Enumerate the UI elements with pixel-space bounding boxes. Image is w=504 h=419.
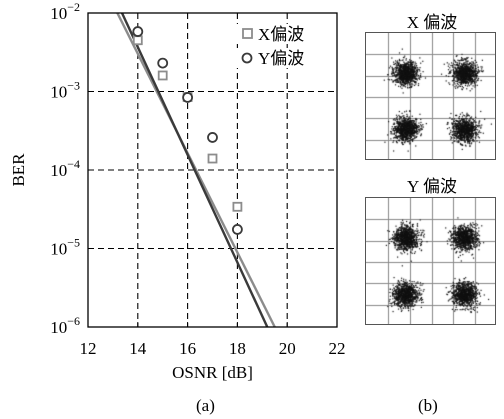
constellation-y-diagram — [366, 198, 495, 324]
constellation-y-panel — [365, 197, 496, 325]
data-point-square — [157, 70, 168, 81]
x-tick-label: 18 — [229, 339, 246, 358]
x-tick-label: 22 — [329, 339, 346, 358]
constellation-x-title: X 偏波 — [406, 13, 458, 32]
y-tick-label: 10−2 — [50, 0, 80, 23]
y-axis-label: BER — [9, 153, 28, 187]
data-point-circle — [231, 224, 243, 235]
y-tick-label: 10−3 — [50, 79, 80, 102]
data-point-square — [132, 35, 143, 46]
x-tick-label: 20 — [279, 339, 296, 358]
constellation-x-panel — [365, 32, 496, 160]
legend-label: Y偏波 — [258, 49, 304, 68]
x-tick-label: 14 — [129, 339, 147, 358]
data-point-circle — [157, 57, 169, 69]
legend-label: X偏波 — [258, 25, 304, 44]
legend-background — [235, 48, 333, 68]
data-point-circle — [132, 26, 144, 37]
y-tick-label: 10−4 — [50, 157, 80, 180]
x-tick-label: 16 — [179, 339, 196, 358]
data-point-circle — [207, 132, 218, 143]
x-tick-label: 12 — [80, 339, 97, 358]
data-point-circle — [182, 92, 194, 103]
y-tick-label: 10−5 — [50, 236, 80, 259]
legend-background — [235, 24, 333, 44]
legend-marker-circle — [241, 52, 253, 64]
caption-a: (a) — [196, 396, 215, 415]
constellation-x-diagram — [366, 33, 495, 159]
caption-b: (b) — [418, 396, 438, 415]
x-axis-label: OSNR [dB] — [172, 363, 253, 382]
series-fit-line-2 — [120, 13, 269, 327]
data-point-square — [232, 201, 243, 212]
data-point-square — [207, 153, 218, 164]
y-tick-label: 10−6 — [50, 314, 80, 337]
constellation-y-title: Y 偏波 — [407, 177, 457, 196]
legend-marker-square — [242, 28, 253, 39]
